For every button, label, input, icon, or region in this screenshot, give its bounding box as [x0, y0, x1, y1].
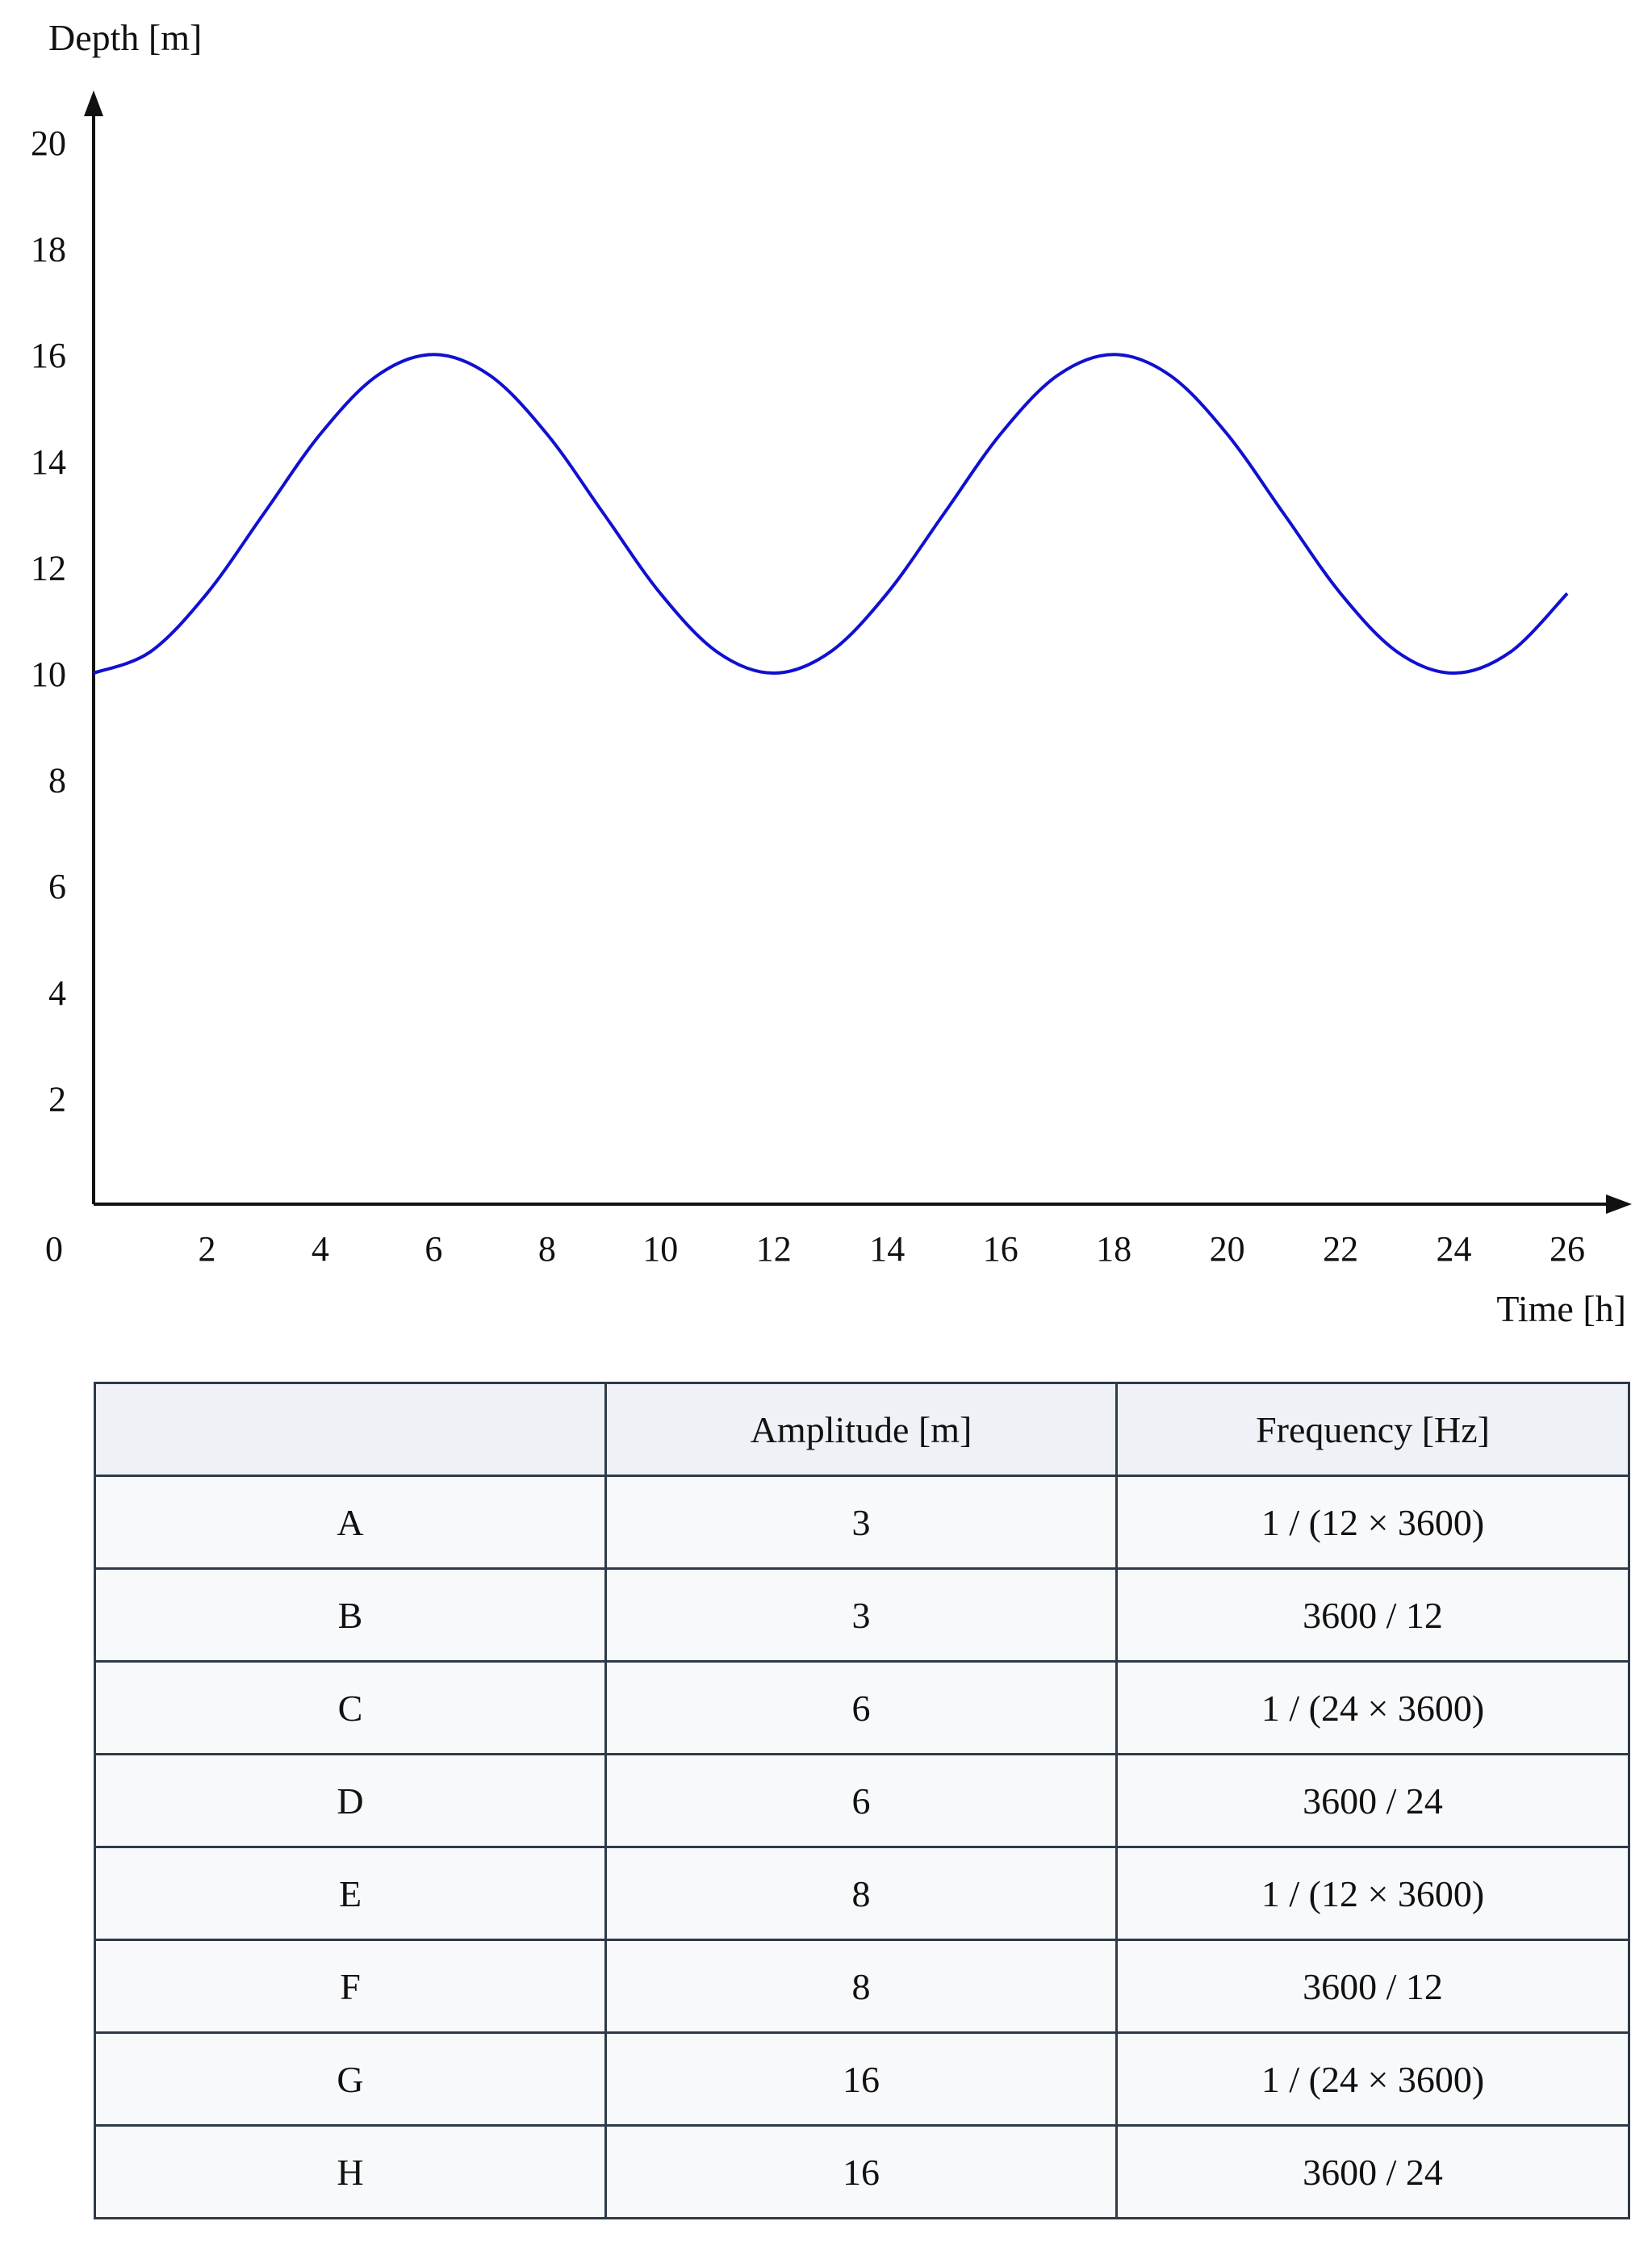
x-tick-label: 2	[198, 1229, 215, 1269]
option-letter: A	[93, 1475, 608, 1570]
option-letter: D	[93, 1753, 608, 1848]
x-tick-label: 12	[756, 1229, 792, 1269]
x-tick-label: 20	[1210, 1229, 1245, 1269]
y-tick-label: 2	[48, 1079, 66, 1119]
option-letter: F	[93, 1939, 608, 2034]
x-axis-arrowhead	[1606, 1194, 1632, 1214]
table-row[interactable]: B 3 3600 / 12	[93, 1567, 1630, 1663]
amplitude-value: 8	[604, 1939, 1119, 2034]
amplitude-value: 16	[604, 2124, 1119, 2219]
x-tick-label: 10	[642, 1229, 678, 1269]
y-tick-label: 10	[31, 655, 66, 694]
option-letter: G	[93, 2031, 608, 2127]
frequency-value: 1 / (24 × 3600)	[1115, 1660, 1630, 1755]
option-letter: C	[93, 1660, 608, 1755]
y-axis-label: Depth [m]	[48, 17, 202, 58]
header-amplitude: Amplitude [m]	[604, 1382, 1119, 1477]
frequency-value: 3600 / 24	[1115, 1753, 1630, 1848]
y-tick-label: 12	[31, 548, 66, 588]
depth-series-line	[93, 353, 1569, 676]
amplitude-value: 6	[604, 1753, 1119, 1848]
x-tick-label: 8	[538, 1229, 556, 1269]
amplitude-value: 3	[604, 1567, 1119, 1663]
table-row[interactable]: G 16 1 / (24 × 3600)	[93, 2031, 1630, 2127]
x-tick-label: 6	[425, 1229, 442, 1269]
amplitude-value: 8	[604, 1846, 1119, 1941]
y-tick-label: 14	[31, 442, 66, 482]
y-axis-arrowhead	[84, 90, 103, 116]
table-row[interactable]: F 8 3600 / 12	[93, 1939, 1630, 2034]
y-tick-label: 20	[31, 123, 66, 163]
x-tick-label: 24	[1437, 1229, 1472, 1269]
table-row[interactable]: D 6 3600 / 24	[93, 1753, 1630, 1848]
x-tick-labels: 0 2 4 6 8 10 12 14 16 18 20 22 24 26	[45, 1229, 1585, 1269]
frequency-value: 3600 / 24	[1115, 2124, 1630, 2219]
frequency-value: 3600 / 12	[1115, 1567, 1630, 1663]
table-row[interactable]: A 3 1 / (12 × 3600)	[93, 1475, 1630, 1570]
frequency-value: 1 / (12 × 3600)	[1115, 1475, 1630, 1570]
table-row[interactable]: E 8 1 / (12 × 3600)	[93, 1846, 1630, 1941]
y-tick-label: 18	[31, 230, 66, 270]
y-tick-label: 16	[31, 336, 66, 375]
x-tick-label: 14	[869, 1229, 905, 1269]
table-row[interactable]: C 6 1 / (24 × 3600)	[93, 1660, 1630, 1755]
header-frequency: Frequency [Hz]	[1115, 1382, 1630, 1477]
amplitude-value: 3	[604, 1475, 1119, 1570]
table-header-row: Amplitude [m] Frequency [Hz]	[93, 1382, 1630, 1477]
series-layer	[93, 353, 1569, 676]
option-letter: H	[93, 2124, 608, 2219]
y-tick-label: 6	[48, 867, 66, 906]
option-letter: E	[93, 1846, 608, 1941]
answer-options-table: Amplitude [m] Frequency [Hz] A 3 1 / (12…	[93, 1382, 1630, 2219]
frequency-value: 1 / (12 × 3600)	[1115, 1846, 1630, 1941]
frequency-value: 1 / (24 × 3600)	[1115, 2031, 1630, 2127]
y-tick-labels: 2 4 6 8 10 12 14 16 18 20	[31, 123, 66, 1119]
frequency-value: 3600 / 12	[1115, 1939, 1630, 2034]
y-tick-label: 4	[48, 973, 66, 1013]
x-tick-label: 22	[1323, 1229, 1358, 1269]
x-tick-label: 4	[312, 1229, 329, 1269]
amplitude-value: 16	[604, 2031, 1119, 2127]
x-tick-label: 18	[1096, 1229, 1131, 1269]
x-tick-label: 0	[45, 1229, 63, 1269]
y-tick-label: 8	[48, 761, 66, 801]
x-tick-label: 26	[1550, 1229, 1585, 1269]
header-option	[93, 1382, 608, 1477]
x-axis-label: Time [h]	[1496, 1288, 1626, 1329]
amplitude-value: 6	[604, 1660, 1119, 1755]
table-row[interactable]: H 16 3600 / 24	[93, 2124, 1630, 2219]
x-tick-label: 16	[983, 1229, 1018, 1269]
option-letter: B	[93, 1567, 608, 1663]
